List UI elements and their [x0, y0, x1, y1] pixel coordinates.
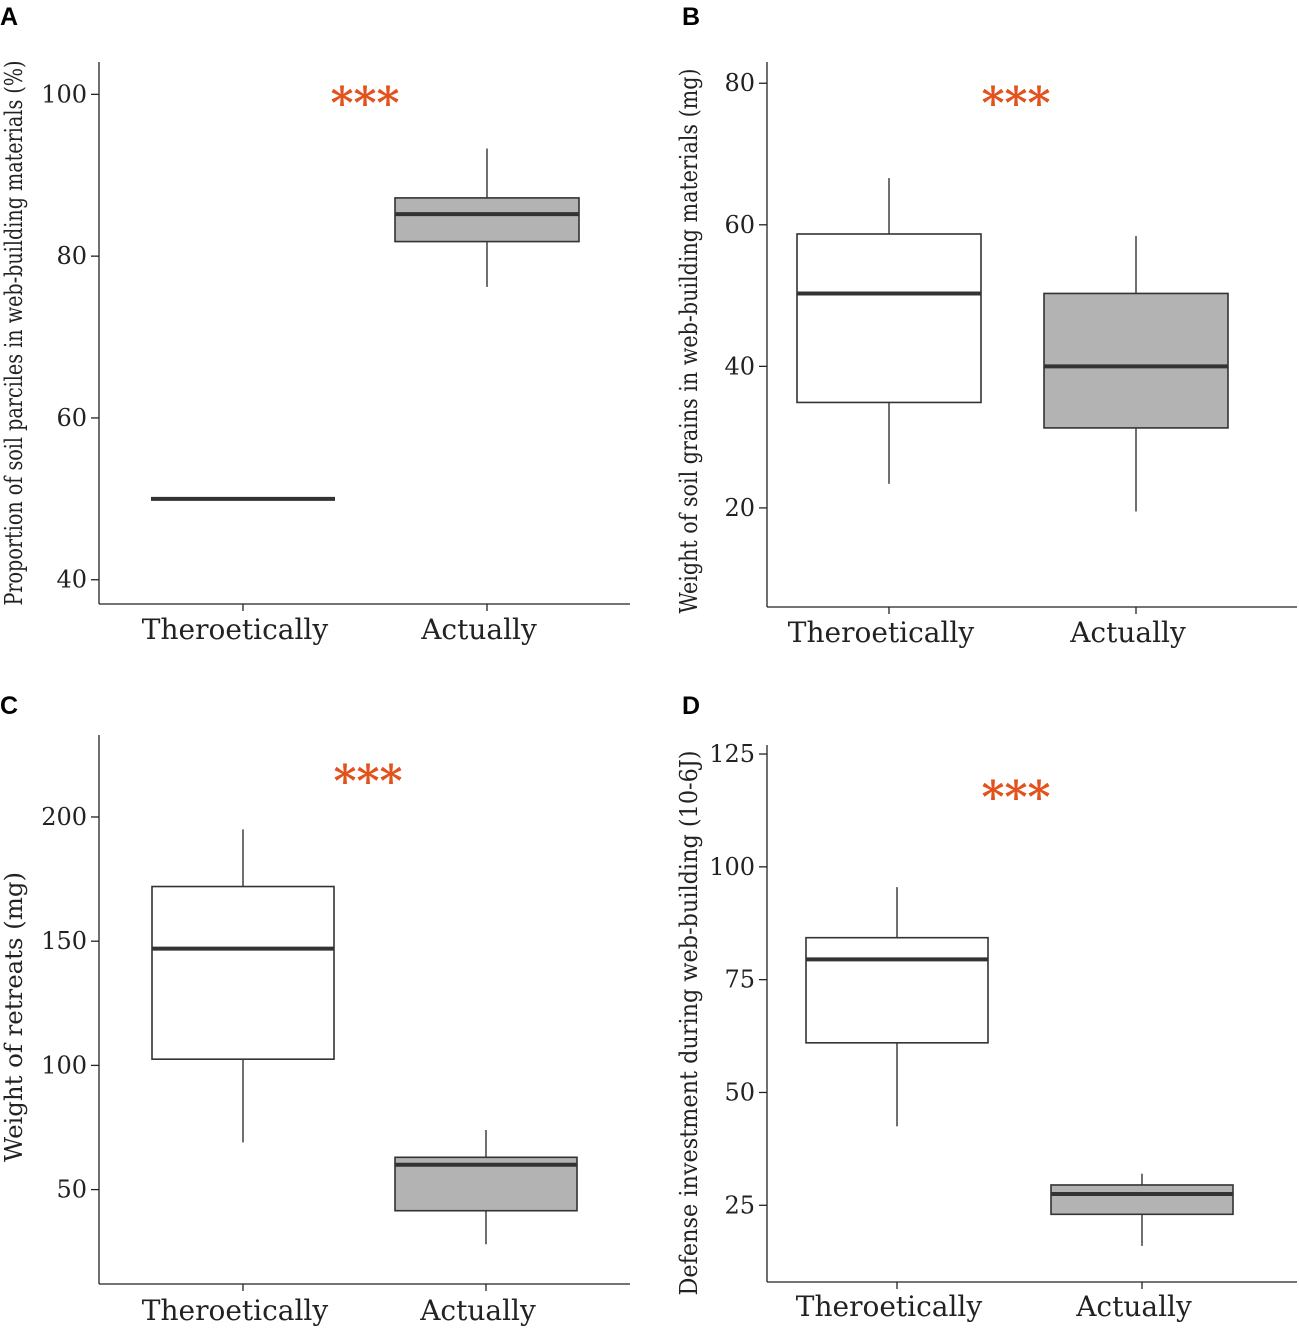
box-actually — [1050, 1173, 1234, 1246]
box-actually — [394, 148, 580, 287]
y-tick-label: 60 — [56, 404, 87, 432]
significance-marker: *** — [981, 78, 1050, 129]
x-category-label: Actually — [419, 1294, 536, 1327]
y-tick-label: 80 — [56, 242, 87, 270]
panel-letter: B — [682, 3, 700, 31]
y-axis-title: Weight of retreats (mg) — [0, 872, 28, 1162]
y-tick-label: 80 — [724, 69, 755, 97]
y-tick-label: 25 — [724, 1191, 755, 1219]
y-tick-label: 100 — [41, 1051, 87, 1079]
y-tick-label: 20 — [724, 494, 755, 522]
iqr-box — [394, 197, 580, 243]
iqr-box — [796, 233, 982, 404]
y-tick-label: 100 — [709, 853, 755, 881]
significance-marker: *** — [330, 78, 399, 129]
x-category-label: Actually — [420, 613, 537, 646]
x-category-label: Theroetically — [788, 616, 975, 649]
y-tick-label: 40 — [724, 352, 755, 380]
iqr-box — [1043, 292, 1229, 429]
y-tick-label: 125 — [709, 740, 755, 768]
x-category-label: Theroetically — [142, 613, 329, 646]
box-theroetically — [151, 829, 335, 1143]
y-tick-label: 40 — [56, 566, 87, 594]
iqr-box — [151, 885, 335, 1060]
y-tick-label: 150 — [41, 927, 87, 955]
y-tick-label: 60 — [724, 211, 755, 239]
x-category-label: Actually — [1069, 616, 1186, 649]
panel-letter: A — [0, 3, 18, 31]
box-actually — [1043, 236, 1229, 512]
box-theroetically — [796, 178, 982, 484]
y-tick-label: 50 — [724, 1078, 755, 1106]
x-category-label: Theroetically — [142, 1294, 329, 1327]
significance-marker: *** — [333, 756, 402, 807]
iqr-box — [1050, 1184, 1234, 1216]
y-axis-title: Defense investment during web-building (… — [675, 751, 703, 1296]
panel-letter: D — [682, 692, 700, 720]
y-tick-label: 200 — [41, 803, 87, 831]
y-axis-title: Weight of soil grains in web-building ma… — [675, 69, 703, 614]
panel-c: C 50 100 150 200 Theroetically Actually Weight … — [0, 692, 630, 1327]
x-category-label: Theroetically — [796, 1290, 983, 1323]
iqr-box — [805, 936, 989, 1044]
x-category-label: Actually — [1075, 1290, 1192, 1323]
panel-letter: C — [0, 692, 18, 720]
significance-marker: *** — [981, 772, 1050, 823]
panel-b: B 20 40 60 80 Theroetically Actually Weight of … — [675, 3, 1297, 649]
y-axis-title: Proportion of soil parciles in web-build… — [0, 61, 28, 606]
panel-a: A 40 60 80 100 Theroetically Actually Proportio… — [0, 3, 630, 646]
y-tick-label: 100 — [41, 80, 87, 108]
box-theroetically — [805, 887, 989, 1127]
y-tick-label: 75 — [724, 966, 755, 994]
y-tick-label: 50 — [56, 1176, 87, 1204]
box-actually — [394, 1129, 578, 1245]
panel-d: D 25 50 75 100 125 Theroetically Actually Defens… — [675, 692, 1297, 1323]
